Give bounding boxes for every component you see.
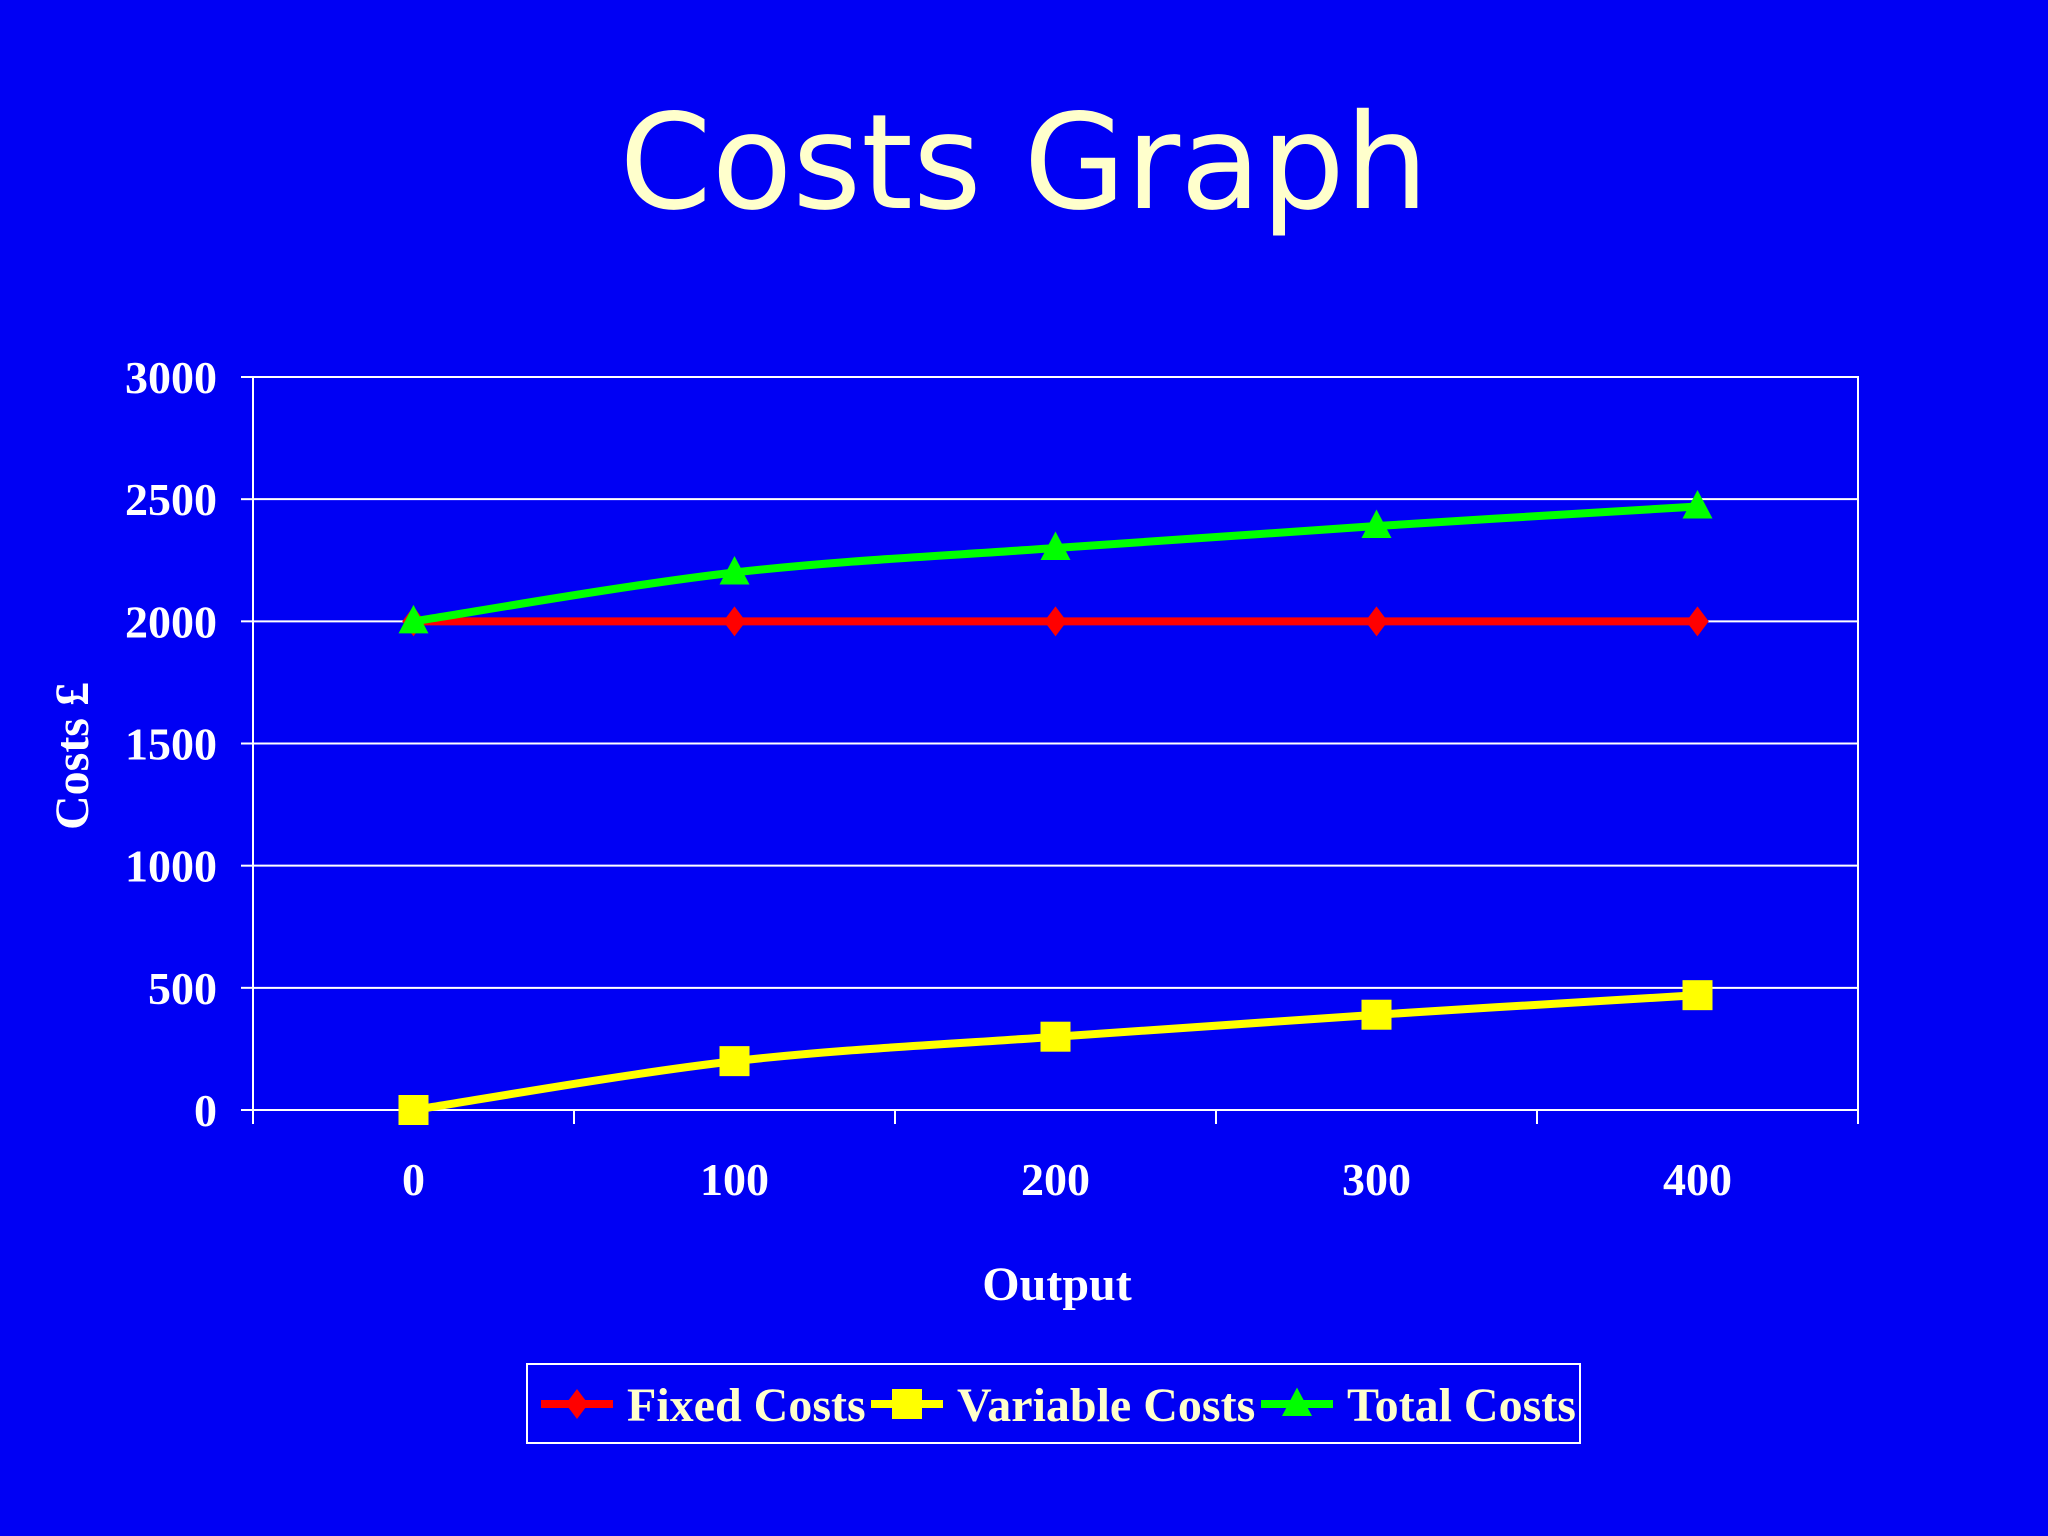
point-fixed-costs-100	[723, 606, 746, 637]
y-tick-label-3000: 3000	[125, 352, 217, 403]
legend-box	[526, 1363, 1581, 1444]
y-tick-label-1500: 1500	[125, 719, 217, 770]
x-tick-label-0: 0	[402, 1154, 425, 1205]
legend: Fixed Costs Variable Costs Total Costs	[526, 1363, 1581, 1444]
point-total-costs-100	[719, 555, 750, 585]
legend-swatch-marker-fixed-costs	[565, 1389, 589, 1419]
series-layer	[398, 489, 1713, 1125]
point-variable-costs-100	[719, 1046, 750, 1077]
legend-item-variable-costs: Variable Costs	[871, 1379, 1255, 1432]
legend-items: Fixed Costs Variable Costs Total Costs	[541, 1379, 1576, 1432]
point-variable-costs-200	[1040, 1021, 1071, 1052]
y-tick-label-2500: 2500	[125, 474, 217, 525]
point-total-costs-400	[1682, 489, 1713, 519]
x-axis-title: Output	[982, 1258, 1131, 1311]
slide-title: Costs Graph	[619, 86, 1429, 240]
legend-label-variable-costs: Variable Costs	[957, 1379, 1255, 1432]
series-total-costs	[398, 489, 1713, 634]
point-total-costs-200	[1040, 531, 1071, 561]
legend-swatch-marker-variable-costs	[892, 1389, 922, 1419]
series-variable-costs	[398, 980, 1713, 1125]
y-tick-label-2000: 2000	[125, 596, 217, 647]
legend-swatch-marker-total-costs	[1282, 1387, 1312, 1416]
y-tick-label-500: 500	[148, 963, 217, 1014]
x-tick-label-100: 100	[700, 1154, 769, 1205]
y-tick-label-0: 0	[194, 1085, 217, 1136]
series-fixed-costs	[402, 606, 1709, 637]
point-total-costs-300	[1361, 509, 1392, 539]
series-line-variable-costs	[412, 991, 1698, 1114]
x-tick-label-300: 300	[1342, 1154, 1411, 1205]
point-variable-costs-300	[1361, 999, 1392, 1030]
point-fixed-costs-400	[1686, 606, 1709, 637]
axes: 0 500 1000 1500 2000 2500 3000 0 100 200 300 400	[125, 352, 1859, 1205]
legend-label-fixed-costs: Fixed Costs	[627, 1379, 866, 1432]
y-axis-title: Costs £	[46, 682, 99, 830]
series-line-total-costs	[412, 502, 1698, 626]
point-total-costs-0	[398, 604, 429, 634]
y-tick-label-1000: 1000	[125, 841, 217, 892]
gridlines	[253, 498, 1858, 989]
legend-item-fixed-costs: Fixed Costs	[541, 1379, 866, 1432]
x-tick-label-200: 200	[1021, 1154, 1090, 1205]
legend-item-total-costs: Total Costs	[1261, 1379, 1576, 1432]
legend-label-total-costs: Total Costs	[1347, 1379, 1576, 1432]
point-variable-costs-0	[398, 1095, 429, 1125]
x-tick-label-400: 400	[1663, 1154, 1732, 1205]
point-fixed-costs-300	[1365, 606, 1388, 637]
point-variable-costs-400	[1682, 980, 1713, 1011]
point-fixed-costs-200	[1044, 606, 1067, 637]
